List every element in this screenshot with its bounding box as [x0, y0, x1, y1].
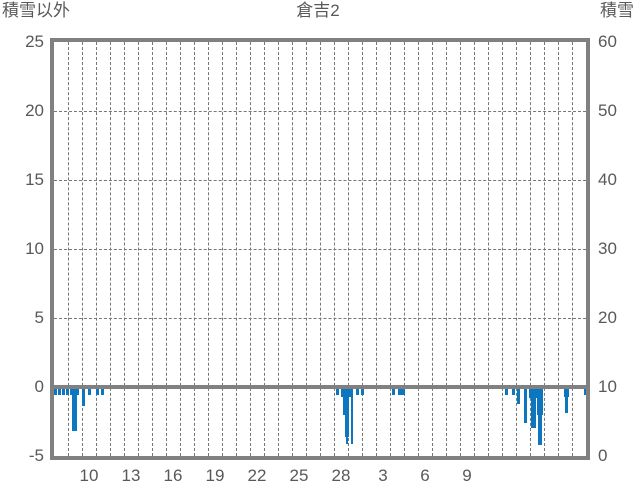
y-tick-label-right: 0: [598, 446, 608, 465]
chart-title: 倉吉2: [296, 1, 340, 20]
y-tick-label-right: 40: [598, 170, 617, 189]
bar: [524, 387, 527, 423]
horizontal-gridline: [54, 180, 586, 181]
bar: [62, 387, 65, 395]
y-tick-label-left: 10: [25, 239, 44, 258]
x-tick-label: 3: [378, 466, 388, 485]
plot-inner: [54, 42, 586, 456]
y-tick-label-right: 20: [598, 308, 617, 327]
x-tick-label: 22: [247, 466, 267, 485]
y-tick-label-left: 20: [25, 101, 44, 120]
bar: [517, 387, 520, 404]
y-tick-label-left: 25: [25, 32, 44, 51]
bar: [66, 387, 69, 395]
bar: [392, 387, 395, 395]
zero-axis-line: [54, 385, 586, 389]
bar: [531, 387, 536, 428]
horizontal-gridline: [54, 111, 586, 112]
plot-area: [50, 38, 590, 460]
bar: [361, 387, 364, 395]
x-tick-label: 10: [79, 466, 99, 485]
bar: [398, 387, 405, 395]
horizontal-gridline: [54, 249, 586, 250]
left-axis-title: 積雪以外: [2, 1, 70, 20]
y-tick-label-right: 30: [598, 239, 617, 258]
y-tick-label-right: 50: [598, 101, 617, 120]
x-tick-label: 13: [121, 466, 141, 485]
y-tick-label-right: 60: [598, 32, 617, 51]
y-tick-label-right: 10: [598, 377, 617, 396]
bar: [72, 387, 77, 431]
bar: [565, 387, 568, 413]
right-axis-title: 積雪: [600, 1, 634, 20]
bar: [351, 387, 353, 444]
x-tick-label: 16: [163, 466, 183, 485]
y-tick-label-left: 0: [34, 377, 44, 396]
bar: [505, 387, 508, 395]
y-tick-label-left: -5: [28, 446, 44, 465]
bar: [82, 387, 85, 406]
x-tick-label: 28: [331, 466, 351, 485]
x-tick-label: 19: [205, 466, 225, 485]
bar: [512, 387, 515, 395]
bar: [584, 387, 586, 395]
x-tick-label: 25: [289, 466, 309, 485]
bar: [88, 387, 91, 395]
y-tick-label-left: 15: [25, 170, 44, 189]
bar: [96, 387, 99, 395]
bar: [336, 387, 339, 395]
x-tick-label: 9: [462, 466, 472, 485]
y-tick-label-left: 5: [34, 308, 44, 327]
bar: [356, 387, 359, 395]
bar: [101, 387, 104, 395]
bar: [346, 387, 348, 444]
bar: [538, 387, 542, 445]
x-tick-label: 6: [420, 466, 430, 485]
horizontal-gridline: [54, 318, 586, 319]
bar: [58, 387, 61, 395]
bar: [529, 387, 543, 398]
bar: [54, 387, 57, 395]
